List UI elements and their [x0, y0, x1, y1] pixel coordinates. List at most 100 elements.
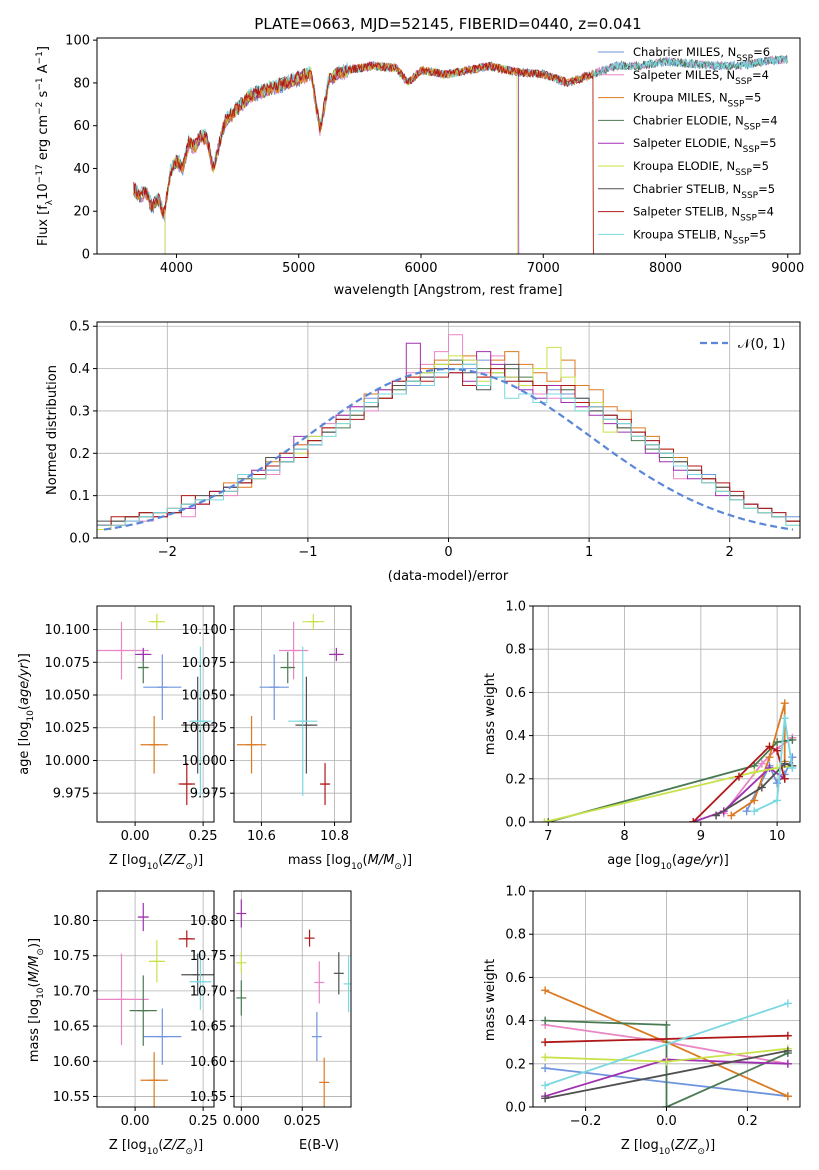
- weight-marker: [541, 1016, 550, 1025]
- plot-area: [541, 986, 792, 1107]
- y-tick-label: 10.80: [190, 914, 227, 929]
- weight-marker: [662, 1103, 671, 1107]
- legend-label: Chabrier ELODIE, NSSP=4: [633, 113, 778, 132]
- x-tick-label: 7: [544, 829, 552, 844]
- x-axis-label: E(B-V): [299, 1138, 339, 1153]
- y-tick-label: 0.2: [69, 447, 90, 462]
- y-tick-label: 1.0: [505, 600, 526, 615]
- panel-residuals: −2 −1 0 1 2 0.0 0.1 0.2 0.3 0.4 0.5 𝒩(0, 1) (data-mo…: [45, 320, 801, 584]
- histogram-legend: 𝒩(0, 1): [700, 337, 785, 352]
- y-tick-label: 0: [82, 248, 90, 263]
- y-tick-label: 0.3: [69, 404, 90, 419]
- weight-marker: [788, 735, 797, 744]
- weight-marker: [783, 1092, 792, 1101]
- figure-title: PLATE=0663, MJD=52145, FIBERID=0440, z=0…: [254, 15, 641, 33]
- y-tick-label: 1.0: [505, 885, 526, 900]
- y-axis-label: Normed distribution: [45, 365, 60, 495]
- weight-series: [692, 766, 786, 822]
- y-axis-label: age [log10(age/yr)]: [17, 653, 36, 775]
- y-tick-label: 0.5: [69, 320, 90, 335]
- x-tick-label: 4000: [160, 261, 193, 276]
- legend-label: Kroupa STELIB, NSSP=5: [633, 227, 766, 246]
- spectrum-legend: Chabrier MILES, NSSP=6 Salpeter MILES, NS…: [598, 45, 778, 246]
- x-tick-label: 9000: [771, 261, 804, 276]
- x-tick-label: 6000: [404, 261, 437, 276]
- x-tick-label: −1: [298, 545, 317, 560]
- weight-marker: [541, 1053, 550, 1062]
- y-tick-label: 10.65: [190, 1020, 227, 1035]
- y-tick-label: 0.6: [505, 686, 526, 701]
- x-tick-label: 10.6: [247, 829, 276, 844]
- weight-marker: [662, 1057, 671, 1066]
- weight-marker: [765, 742, 774, 751]
- panel-mass-vs-EBV: 0.000 0.025 10.55 10.60 10.65 10.70 10.75 10.80…: [190, 890, 352, 1153]
- y-axis-label: mass weight: [483, 959, 498, 1041]
- y-tick-label: 0.0: [505, 1101, 526, 1116]
- panel-mass-vs-Z: 0.00 0.25 10.55 10.60 10.65 10.70 10.75 10.80 Z …: [27, 890, 218, 1157]
- y-tick-label: 10.000: [182, 754, 228, 769]
- x-tick-label: 0.0: [656, 1114, 677, 1129]
- x-axis-label: Z [log10(Z/Z⊙)]: [621, 1138, 715, 1157]
- y-axis-label: Flux [fλ10−17 erg cm−2 s−1 A−1]: [35, 46, 55, 246]
- weight-marker: [773, 779, 782, 788]
- x-tick-label: 9: [697, 829, 705, 844]
- x-tick-label: 10.8: [320, 829, 349, 844]
- weight-series: [548, 739, 793, 822]
- y-tick-label: 0.8: [505, 643, 526, 658]
- weight-marker: [780, 714, 789, 723]
- weight-marker: [727, 811, 736, 820]
- y-tick-label: 10.75: [190, 949, 227, 964]
- y-tick-label: 0.2: [505, 772, 526, 787]
- weight-marker: [765, 764, 774, 772]
- legend-label: Kroupa ELODIE, NSSP=5: [633, 159, 769, 178]
- plot-area: [236, 899, 351, 1107]
- y-tick-label: 10.55: [53, 1090, 90, 1105]
- y-tick-label: 20: [73, 205, 90, 220]
- y-tick-label: 0.0: [69, 532, 90, 547]
- weight-marker: [765, 753, 774, 762]
- x-tick-label: 7000: [527, 261, 560, 276]
- weight-marker: [662, 1020, 671, 1029]
- spectrum-series: [164, 60, 520, 254]
- y-tick-label: 0.4: [69, 362, 90, 377]
- y-tick-label: 10.75: [53, 949, 90, 964]
- y-tick-label: 10.025: [182, 721, 228, 736]
- y-tick-label: 10.100: [45, 623, 91, 638]
- legend-label: Salpeter STELIB, NSSP=4: [633, 205, 774, 224]
- x-tick-label: 0: [444, 545, 452, 560]
- legend-label: Chabrier STELIB, NSSP=5: [633, 182, 775, 201]
- weight-marker: [541, 1081, 550, 1090]
- y-tick-label: 10.100: [182, 623, 228, 638]
- axes-frame: [96, 890, 215, 1108]
- weight-marker: [780, 759, 789, 768]
- y-tick-label: 9.975: [53, 787, 90, 802]
- weight-marker: [780, 774, 789, 783]
- y-tick-label: 0.8: [505, 928, 526, 943]
- plot-area: [133, 54, 788, 254]
- y-tick-label: 10.075: [182, 656, 228, 671]
- y-tick-label: 10.000: [45, 754, 91, 769]
- y-tick-label: 10.70: [53, 984, 90, 999]
- y-tick-label: 60: [73, 119, 90, 134]
- axes-frame: [96, 37, 801, 255]
- plot-area: [97, 334, 800, 538]
- y-tick-label: 100: [65, 34, 90, 49]
- x-tick-label: 0.2: [737, 1114, 758, 1129]
- weight-marker: [750, 768, 759, 777]
- spectrum-series: [133, 62, 594, 254]
- plot-area: [97, 613, 214, 805]
- y-tick-label: 10.65: [53, 1020, 90, 1035]
- panel-mass-weight-vs-age: 7 8 9 10 0.0 0.2 0.4 0.6 0.8 1.0 age [log10(age/yr…: [483, 600, 801, 872]
- x-axis-label: (data-model)/error: [388, 569, 509, 584]
- y-tick-label: 10.80: [53, 914, 90, 929]
- x-tick-label: 1: [585, 545, 593, 560]
- weight-marker: [783, 1059, 792, 1068]
- y-tick-label: 0.2: [505, 1057, 526, 1072]
- x-axis-label: wavelength [Angstrom, rest frame]: [334, 283, 563, 298]
- x-tick-label: 8000: [649, 261, 682, 276]
- axes-frame: [233, 890, 352, 1108]
- panel-age-vs-mass: 10.6 10.8 9.975 10.000 10.025 10.050 10.075 10.…: [182, 605, 412, 872]
- legend-label: Chabrier MILES, NSSP=6: [633, 45, 770, 64]
- normal-curve: [103, 367, 794, 531]
- weight-series: [545, 1034, 788, 1044]
